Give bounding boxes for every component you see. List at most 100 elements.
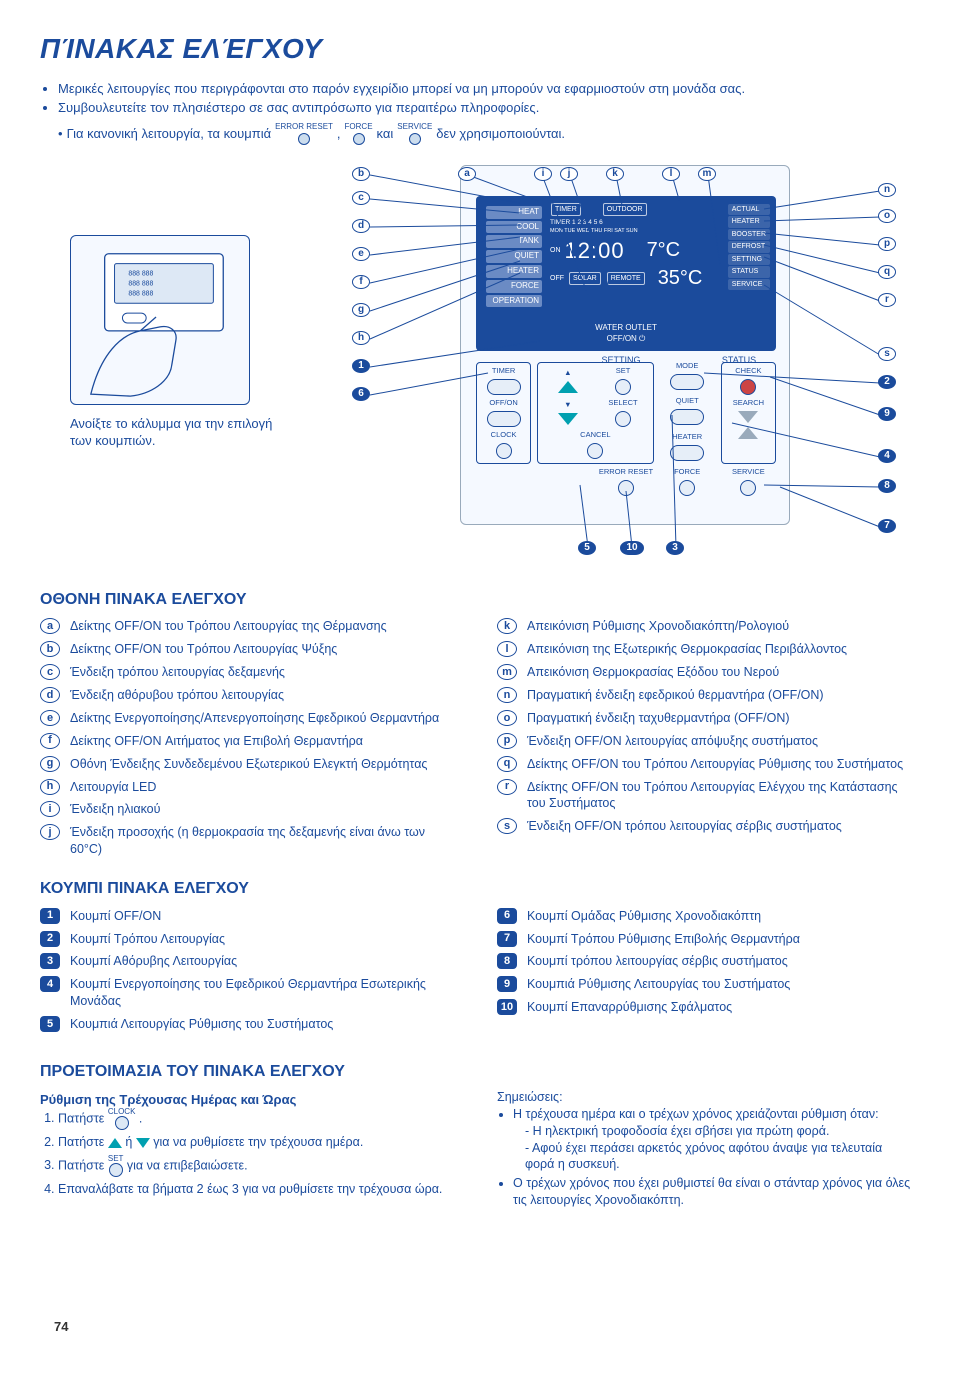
legend-text: Πραγματική ένδειξη εφεδρικού θερμαντήρα …	[527, 687, 824, 704]
legend-text: Οθόνη Ένδειξης Συνδεδεμένου Εξωτερικού Ε…	[70, 756, 427, 773]
legend-marker: 6	[497, 908, 517, 924]
buttons-heading: ΚΟΥΜΠΙ ΠΙΝΑΚΑ ΕΛΕΓΧΟΥ	[40, 878, 914, 900]
legend-text: Απεικόνιση Θερμοκρασίας Εξόδου του Νερού	[527, 664, 779, 681]
legend-marker: 8	[497, 953, 517, 969]
legend-text: Απεικόνιση Ρύθμισης Χρονοδιακόπτη/Ρολογι…	[527, 618, 789, 635]
legend-marker: r	[497, 779, 517, 795]
intro-line3: • Για κανονική λειτουργία, τα κουμπιά ER…	[58, 123, 914, 145]
legend-marker: j	[40, 824, 60, 840]
legend-row: 9Κουμπιά Ρύθμισης Λειτουργίας του Συστήμ…	[497, 976, 914, 993]
legend-row: d Ένδειξη αθόρυβου τρόπου λειτουργίας	[40, 687, 457, 704]
legend-text: Κουμπί τρόπου λειτουργίας σέρβις συστήμα…	[527, 953, 788, 970]
step-2: Πατήστε ή για να ρυθμίσετε την τρέχουσα …	[58, 1134, 457, 1151]
legend-text: Κουμπιά Λειτουργίας Ρύθμισης του Συστήμα…	[70, 1016, 333, 1033]
legend-row: qΔείκτης OFF/ON του Τρόπου Λειτουργίας Ρ…	[497, 756, 914, 773]
step-3: Πατήστε SET για να επιβεβαιώσετε.	[58, 1155, 457, 1177]
legend-text: Ένδειξη προσοχής (η θερμοκρασία της δεξα…	[70, 824, 457, 858]
display-heading: ΟΘΟΝΗ ΠΙΝΑΚΑ ΕΛΕΓΧΟΥ	[40, 589, 914, 611]
legend-row: 1Κουμπί OFF/ON	[40, 908, 457, 925]
mk-l: l	[662, 167, 680, 181]
mk-k: k	[606, 167, 624, 181]
legend-text: Λειτουργία LED	[70, 779, 156, 796]
legend-text: Απεικόνιση της Εξωτερικής Θερμοκρασίας Π…	[527, 641, 847, 658]
mk-r: r	[878, 293, 896, 307]
note-1: Η τρέχουσα ημέρα και ο τρέχων χρόνος χρε…	[513, 1106, 914, 1174]
intro-line3-after: δεν χρησιμοποιούνται.	[436, 125, 565, 143]
diagram-area: 888 888 888 888 888 888 Ανοίξτε το κάλυμ…	[40, 155, 914, 575]
legend-row: l Απεικόνιση της Εξωτερικής Θερμοκρασίας …	[497, 641, 914, 658]
legend-marker: s	[497, 818, 517, 834]
mk-p: p	[878, 237, 896, 251]
intro-list: Μερικές λειτουργίες που περιγράφονται στ…	[58, 80, 914, 117]
callout-lines	[40, 155, 914, 575]
mini-btn-force: FORCE	[345, 123, 373, 145]
legend-row: 7 Κουμπί Τρόπου Ρύθμισης Επιβολής Θερμαντ…	[497, 931, 914, 948]
legend-text: Δείκτης OFF/ON του Τρόπου Λειτουργίας τη…	[70, 618, 387, 635]
mk-i: i	[534, 167, 552, 181]
mk-s: s	[878, 347, 896, 361]
legend-row: 4Κουμπί Ενεργοποίησης του Εφεδρικού Θερμ…	[40, 976, 457, 1010]
legend-marker: g	[40, 756, 60, 772]
legend-row: h Λειτουργία LED	[40, 779, 457, 796]
legend-marker: m	[497, 664, 517, 680]
legend-marker: k	[497, 618, 517, 634]
legend-row: g Οθόνη Ένδειξης Συνδεδεμένου Εξωτερικού …	[40, 756, 457, 773]
legend-text: Δείκτης OFF/ON Αιτήματος για Επιβολή Θερ…	[70, 733, 363, 750]
mk-7: 7	[878, 519, 896, 533]
legend-marker: e	[40, 710, 60, 726]
mk-f: f	[352, 275, 370, 289]
legend-marker: 10	[497, 999, 517, 1015]
page-title: ΠΊΝΑΚΑΣ ΕΛΈΓΧΟΥ	[40, 30, 914, 68]
legend-row: oΠραγματική ένδειξη ταχυθερμαντήρα (OFF/…	[497, 710, 914, 727]
legend-text: Ένδειξη αθόρυβου τρόπου λειτουργίας	[70, 687, 284, 704]
mk-h: h	[352, 331, 370, 345]
mk-10: 10	[620, 541, 644, 555]
legend-text: Ένδειξη OFF/ON λειτουργίας απόψυξης συστ…	[527, 733, 818, 750]
prep-section: ΠΡΟΕΤΟΙΜΑΣΙΑ ΤΟΥ ΠΙΝΑΚΑ ΕΛΕΓΧΟΥ Ρύθμιση …	[40, 1047, 457, 1211]
inline-up-icon	[108, 1138, 122, 1148]
legend-row: j Ένδειξη προσοχής (η θερμοκρασία της δεξ…	[40, 824, 457, 858]
legend-marker: 7	[497, 931, 517, 947]
legend-marker: 3	[40, 953, 60, 969]
legend-row: rΔείκτης OFF/ON του Τρόπου Λειτουργίας Ε…	[497, 779, 914, 813]
step-1: Πατήστε CLOCK .	[58, 1108, 457, 1130]
mk-e: e	[352, 247, 370, 261]
legend-row: i Ένδειξη ηλιακού	[40, 801, 457, 818]
mini-btn-error-reset: ERROR RESET	[275, 123, 333, 145]
legend-marker: b	[40, 641, 60, 657]
legend-marker: l	[497, 641, 517, 657]
legend-marker: c	[40, 664, 60, 680]
notes-title: Σημειώσεις:	[497, 1089, 914, 1106]
legend-marker: a	[40, 618, 60, 634]
legend-row: sΈνδειξη OFF/ON τρόπου λειτουργίας σέρβι…	[497, 818, 914, 835]
legend-row: 10Κουμπί Επαναρρύθμισης Σφάλματος	[497, 999, 914, 1016]
prep-sub: Ρύθμιση της Τρέχουσας Ημέρας και Ώρας	[40, 1091, 457, 1109]
legend-row: b Δείκτης OFF/ON του Τρόπου Λειτουργίας Ψ…	[40, 641, 457, 658]
legend-row: nΠραγματική ένδειξη εφεδρικού θερμαντήρα…	[497, 687, 914, 704]
legend-text: Ένδειξη ηλιακού	[70, 801, 160, 818]
legend-marker: o	[497, 710, 517, 726]
mk-a: a	[458, 167, 476, 181]
legend-row: cΈνδειξη τρόπου λειτουργίας δεξαμενής	[40, 664, 457, 681]
legend-text: Κουμπί Τρόπου Ρύθμισης Επιβολής Θερμαντή…	[527, 931, 800, 948]
legend-row: 5 Κουμπιά Λειτουργίας Ρύθμισης του Συστήμ…	[40, 1016, 457, 1033]
legend-marker: 2	[40, 931, 60, 947]
display-legend: a Δείκτης OFF/ON του Τρόπου Λειτουργίας τ…	[40, 618, 914, 864]
legend-marker: h	[40, 779, 60, 795]
and-word: και	[377, 125, 394, 143]
legend-text: Δείκτης Ενεργοποίησης/Απενεργοποίησης Εφ…	[70, 710, 439, 727]
mk-j: j	[560, 167, 578, 181]
legend-marker: 5	[40, 1016, 60, 1032]
legend-row: 6Κουμπί Ομάδας Ρύθμισης Χρονοδιακόπτη	[497, 908, 914, 925]
intro-b2: Συμβουλευτείτε τον πλησιέστερο σε σας αν…	[58, 100, 539, 115]
legend-row: 8 Κουμπί τρόπου λειτουργίας σέρβις συστήμ…	[497, 953, 914, 970]
mk-5: 5	[578, 541, 596, 555]
legend-marker: 1	[40, 908, 60, 924]
legend-marker: d	[40, 687, 60, 703]
legend-text: Δείκτης OFF/ON του Τρόπου Λειτουργίας Ψύ…	[70, 641, 337, 658]
note-1a: - Η ηλεκτρική τροφοδοσία έχει σβήσει για…	[525, 1123, 914, 1140]
mk-o: o	[878, 209, 896, 223]
legend-marker: i	[40, 801, 60, 817]
legend-marker: f	[40, 733, 60, 749]
mk-c: c	[352, 191, 370, 205]
